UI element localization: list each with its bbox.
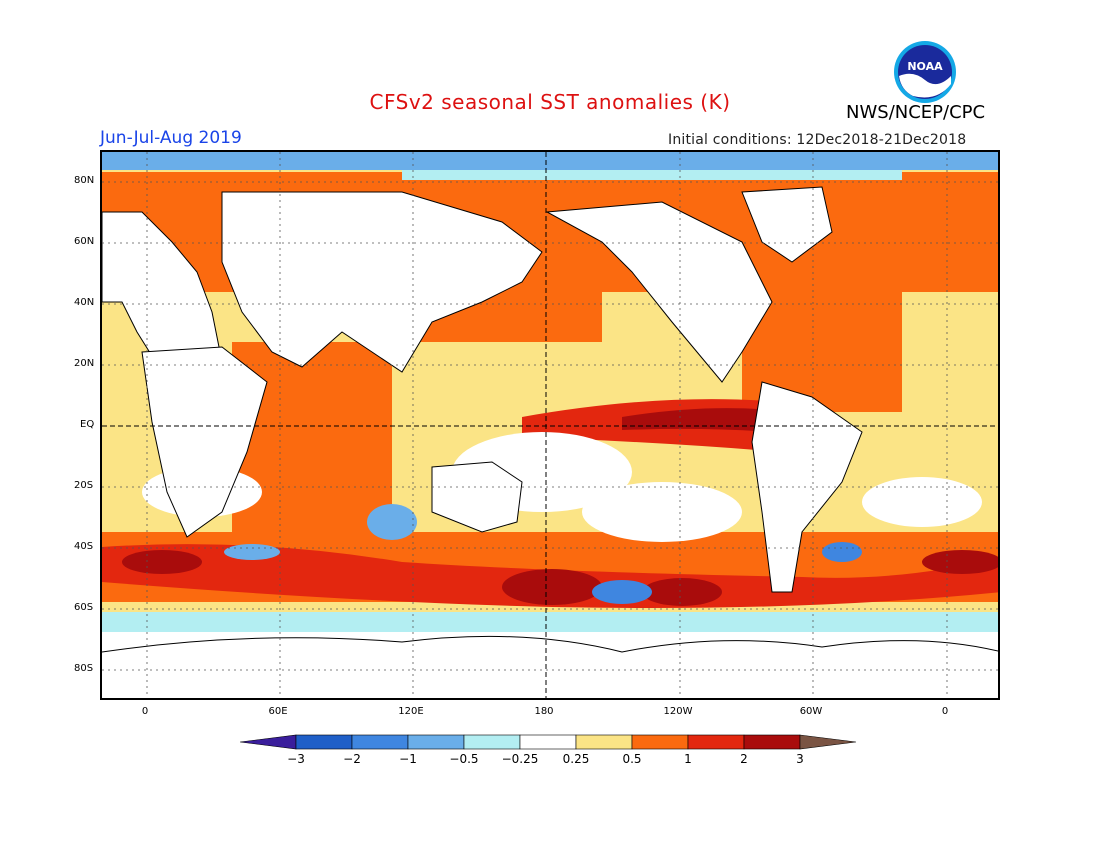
lon-label-0-west: 0 [141, 706, 149, 717]
colorbar-segment [575, 734, 633, 750]
season-label: Jun-Jul-Aug 2019 [100, 128, 242, 148]
colorbar-tick-label: 2 [740, 752, 748, 766]
lat-label-40n: 40N [74, 297, 95, 308]
colorbar-tick-label: −0.5 [449, 752, 479, 766]
colorbar-min-arrow [240, 734, 297, 750]
logo-text: NOAA [907, 60, 943, 73]
agency-label: NWS/NCEP/CPC [846, 102, 986, 123]
colorbar-tick-label: −2 [343, 752, 361, 766]
lat-label-60s: 60S [74, 602, 94, 613]
lon-label-180: 180 [534, 706, 554, 717]
colorbar-segment [519, 734, 577, 750]
lat-label-40s: 40S [74, 541, 94, 552]
lat-label-20n: 20N [74, 358, 95, 369]
lon-label-0-east: 0 [941, 706, 949, 717]
colorbar-tick-label: −0.25 [501, 752, 539, 766]
colorbar-segment [463, 734, 521, 750]
sst-anomaly-map [100, 150, 1000, 700]
noaa-logo-icon: NOAA [894, 41, 956, 103]
lat-label-eq: EQ [80, 419, 95, 430]
colorbar-tick-label: 3 [796, 752, 804, 766]
colorbar-tick-label: 0.25 [562, 752, 590, 766]
colorbar-tick-label: 1 [684, 752, 692, 766]
colorbar-tick-label: 0.5 [622, 752, 642, 766]
colorbar [240, 734, 857, 750]
colorbar-tick-label: −1 [399, 752, 417, 766]
colorbar-segment [631, 734, 689, 750]
colorbar-segment [295, 734, 353, 750]
colorbar-max-arrow [799, 734, 857, 750]
lat-label-80s: 80S [74, 663, 94, 674]
initial-conditions-label: Initial conditions: 12Dec2018-21Dec2018 [668, 132, 967, 148]
chart-title: CFSv2 seasonal SST anomalies (K) [369, 90, 731, 114]
lat-label-20s: 20S [74, 480, 94, 491]
colorbar-segment [351, 734, 409, 750]
colorbar-segment [687, 734, 745, 750]
colorbar-segment [407, 734, 465, 750]
lon-label-120w: 120W [663, 706, 693, 717]
lat-label-60n: 60N [74, 236, 95, 247]
lat-label-80n: 80N [74, 175, 95, 186]
lon-label-120e: 120E [398, 706, 424, 717]
lon-label-60e: 60E [268, 706, 288, 717]
colorbar-segment [743, 734, 801, 750]
colorbar-tick-label: −3 [287, 752, 305, 766]
lon-label-60w: 60W [799, 706, 823, 717]
